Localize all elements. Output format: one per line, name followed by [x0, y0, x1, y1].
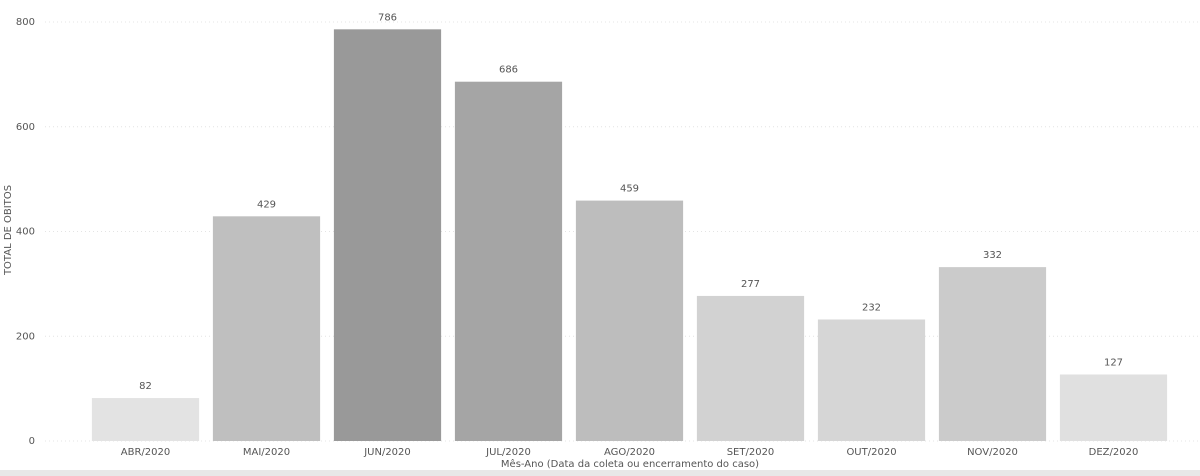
y-tick-label: 600: [16, 122, 35, 133]
data-label: 127: [1104, 357, 1123, 368]
x-axis-label: Mês-Ano (Data da coleta ou encerramento …: [501, 458, 759, 470]
x-tick-label: DEZ/2020: [1089, 447, 1139, 458]
y-tick-label: 800: [16, 17, 35, 28]
x-tick-label: JUN/2020: [363, 447, 411, 458]
x-tick-label: AGO/2020: [604, 447, 655, 458]
data-label: 277: [741, 279, 760, 290]
bar: [454, 81, 563, 442]
x-tick-label: OUT/2020: [846, 447, 896, 458]
data-label: 82: [139, 381, 152, 392]
bar: [333, 29, 442, 442]
y-tick-label: 0: [29, 436, 35, 447]
data-label: 459: [620, 184, 639, 195]
data-label: 429: [257, 199, 276, 210]
data-label: 332: [983, 250, 1002, 261]
data-label: 786: [378, 12, 397, 23]
bar: [696, 295, 805, 441]
y-tick-label: 200: [16, 331, 35, 342]
data-label: 232: [862, 302, 881, 313]
bar: [817, 319, 926, 441]
bar: [91, 398, 200, 441]
x-tick-label: ABR/2020: [121, 447, 170, 458]
bottom-bar: [0, 470, 1200, 476]
bar: [212, 216, 321, 441]
x-tick-label: SET/2020: [727, 447, 775, 458]
x-tick-label: JUL/2020: [485, 447, 531, 458]
x-tick-label: MAI/2020: [243, 447, 290, 458]
bar: [1059, 374, 1168, 441]
bar: [575, 200, 684, 441]
y-axis-label: TOTAL DE OBITOS: [3, 185, 14, 276]
y-tick-label: 400: [16, 227, 35, 238]
bar: [938, 267, 1047, 441]
x-tick-label: NOV/2020: [967, 447, 1018, 458]
data-label: 686: [499, 65, 518, 76]
